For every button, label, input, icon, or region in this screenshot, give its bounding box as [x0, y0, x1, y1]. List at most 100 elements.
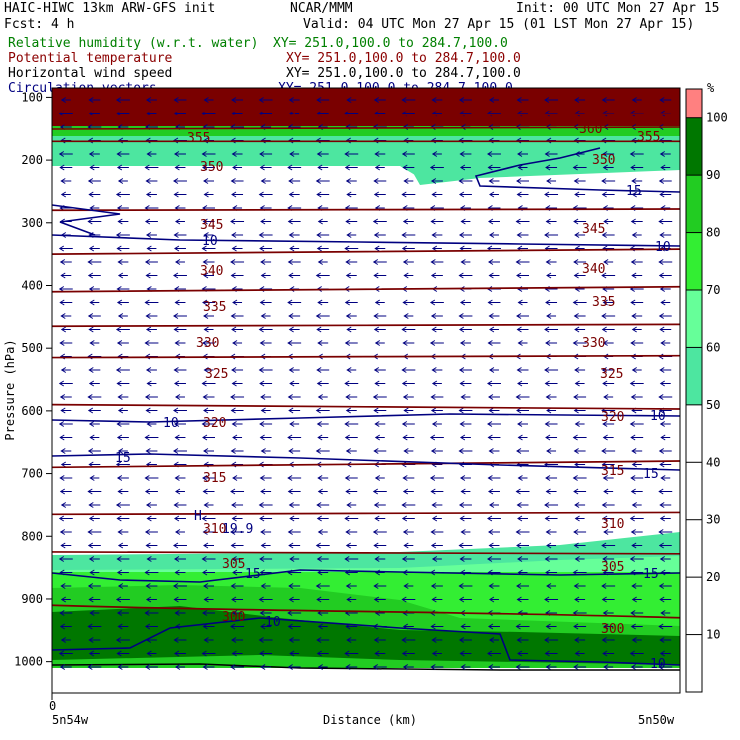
- wind-vector: [659, 326, 672, 333]
- colorbar-swatch: [686, 117, 702, 176]
- wind-vector: [373, 97, 386, 103]
- wind-vector: [288, 637, 300, 643]
- wind-vector: [430, 448, 443, 454]
- wind-vector: [144, 340, 159, 346]
- wind-vector: [60, 637, 71, 643]
- wind-vector: [175, 218, 185, 225]
- wind-vector: [602, 475, 614, 481]
- wind-vector: [458, 326, 472, 333]
- wind-vector: [344, 380, 359, 387]
- wind-vector: [316, 502, 330, 508]
- wind-vector: [573, 313, 586, 319]
- wind-vector: [173, 637, 187, 643]
- wind-vector: [202, 394, 215, 400]
- wind-vector: [201, 380, 216, 387]
- wind-vector: [59, 340, 73, 346]
- wind-vector: [316, 232, 330, 238]
- wind-vector: [145, 367, 157, 373]
- wind-vector: [289, 380, 300, 387]
- wind-vector: [601, 502, 615, 508]
- wind-vector: [202, 664, 215, 670]
- wind-vector: [60, 596, 71, 603]
- wind-vector: [430, 394, 444, 400]
- wind-vector: [174, 380, 186, 387]
- wind-vector: [517, 340, 528, 346]
- theta-label-315-right: 315: [601, 464, 624, 479]
- theta-contour-345: [52, 208, 680, 212]
- wind-vector: [145, 542, 158, 549]
- wind-vector: [546, 272, 557, 279]
- wind-vector: [517, 515, 528, 522]
- wind-vector: [346, 191, 357, 198]
- wind-vector: [602, 340, 614, 346]
- wind-vector: [544, 637, 559, 643]
- colorbar-tick-50: 50: [706, 398, 720, 412]
- wind-vector: [629, 380, 644, 387]
- wind-speed-contours: [52, 147, 680, 666]
- wind-vector: [430, 259, 444, 265]
- wind-vector: [288, 191, 300, 198]
- wind-vector: [459, 650, 472, 657]
- wind-vector: [230, 529, 245, 535]
- wind-vector: [258, 367, 273, 373]
- wind-vector: [430, 178, 443, 184]
- wind-vector: [458, 542, 473, 549]
- wind-vector: [402, 475, 415, 481]
- theta-label-360-right: 360: [579, 122, 602, 137]
- wind-vector: [573, 394, 587, 400]
- wind-vector: [173, 583, 187, 589]
- wind-vector: [317, 259, 328, 265]
- wind-vector: [658, 664, 673, 670]
- wind-vector: [601, 461, 615, 468]
- wind-vector: [344, 340, 358, 346]
- colorbar-tick-20: 20: [706, 570, 720, 584]
- wind-vector: [59, 475, 73, 481]
- wind-vector: [117, 529, 129, 535]
- wind-vector: [544, 326, 559, 333]
- wind-vector: [631, 448, 643, 454]
- wind-speed-labels: 10 10 15 15 10 10 15 10 15 15 10 H 19.9: [115, 184, 671, 672]
- wind-vector: [60, 326, 71, 333]
- wind-vector: [173, 326, 187, 333]
- wind-vector: [202, 610, 215, 616]
- wind-contour-10-upper: [52, 234, 680, 247]
- wind-vector: [144, 569, 159, 576]
- wind-vector: [174, 340, 186, 346]
- wind-vector: [145, 272, 158, 279]
- wind-vector: [316, 515, 329, 522]
- wind-vector: [60, 178, 72, 184]
- wind-vector: [203, 596, 214, 603]
- y-tick-label-500: 500: [21, 341, 43, 355]
- wind-vector: [146, 650, 157, 657]
- wind-vector: [630, 488, 643, 495]
- wind-vector: [203, 313, 214, 319]
- wind-vector: [58, 515, 73, 522]
- wind-vector: [516, 191, 529, 198]
- wind-vector: [117, 272, 128, 279]
- wind-vector: [430, 664, 444, 670]
- wind-vector: [89, 299, 100, 306]
- wind-vector: [175, 664, 185, 670]
- wind-vector: [230, 394, 245, 400]
- wind-vector: [602, 515, 615, 522]
- wind-vector: [544, 232, 559, 238]
- wind-vector: [59, 664, 72, 670]
- wind-vector: [144, 664, 158, 670]
- header-valid: Valid: 04 UTC Mon 27 Apr 15 (01 LST Mon …: [303, 17, 694, 32]
- wind-vector: [144, 529, 158, 535]
- wind-vector: [145, 313, 158, 319]
- wind-vector: [287, 164, 302, 171]
- wind-vector: [175, 394, 185, 400]
- wind-vector: [344, 475, 358, 481]
- wind-vector: [89, 475, 100, 481]
- wind-vector: [373, 326, 386, 333]
- wind-vector: [230, 178, 244, 184]
- wind-vector: [259, 164, 272, 171]
- wind-vector: [88, 326, 101, 333]
- wind-vector: [573, 448, 586, 454]
- wind-vector: [373, 637, 386, 643]
- wind-vector: [231, 515, 243, 522]
- wind-vector: [374, 556, 386, 562]
- colorbar-unit: %: [707, 81, 715, 95]
- wind-vector: [629, 650, 644, 657]
